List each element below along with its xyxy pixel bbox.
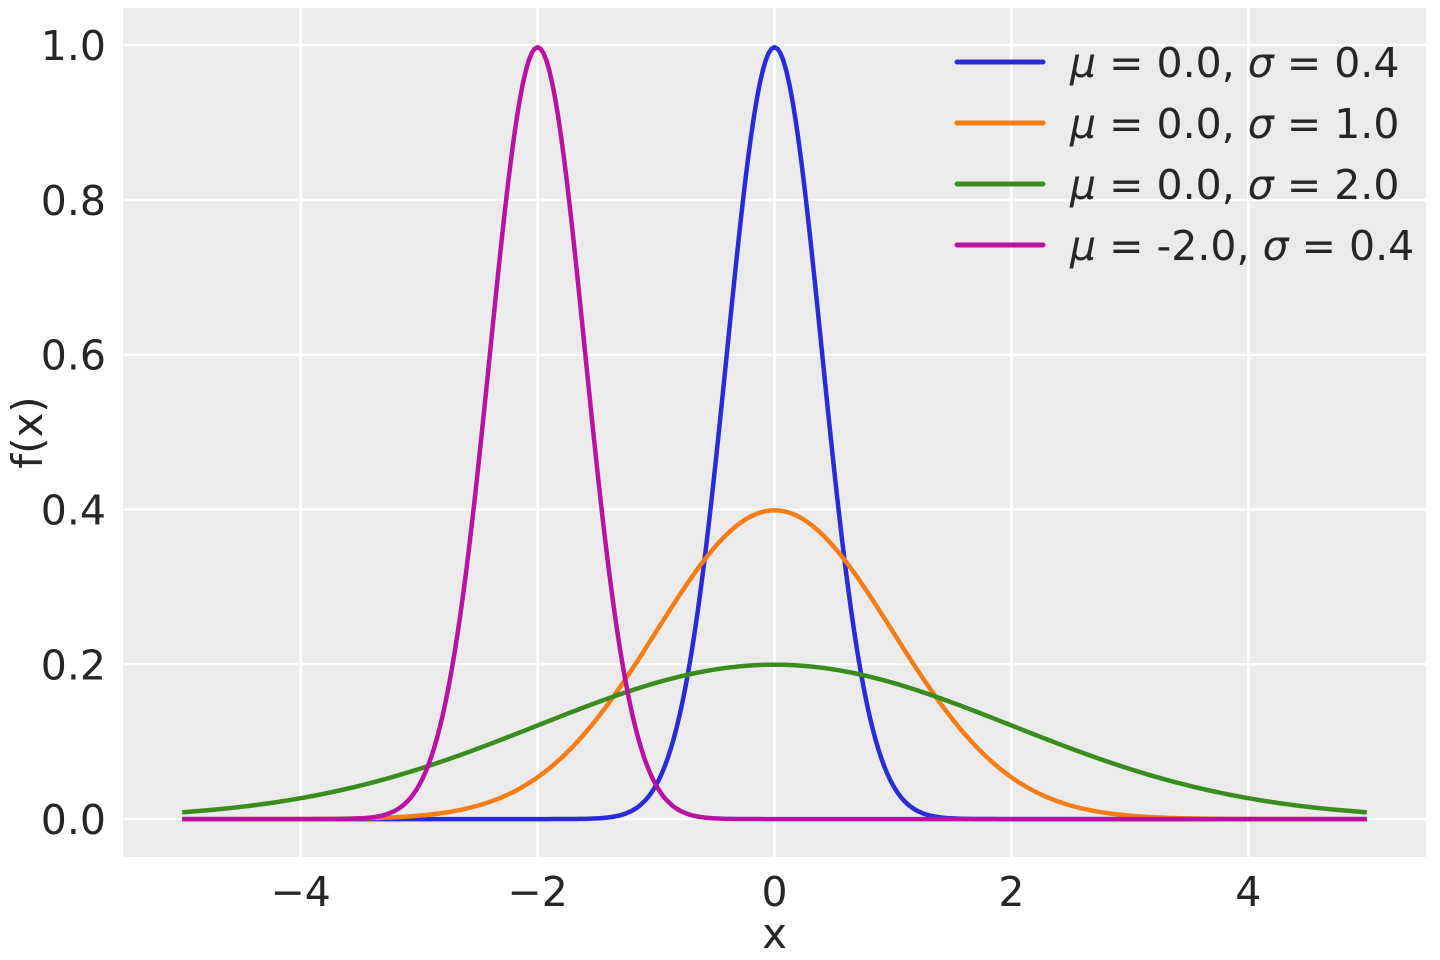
y-tick-label: 0.4 bbox=[41, 487, 106, 535]
legend-label-series-0: μ = 0.0, σ = 0.4 bbox=[1069, 39, 1399, 87]
y-tick-label: 0.8 bbox=[41, 177, 106, 225]
y-tick-label: 0.2 bbox=[41, 641, 106, 689]
y-tick-label: 0.0 bbox=[41, 796, 106, 844]
legend: μ = 0.0, σ = 0.4 μ = 0.0, σ = 1.0 μ = 0.0,… bbox=[954, 39, 1414, 270]
x-tick-label: 2 bbox=[998, 868, 1024, 916]
y-tick-label: 0.6 bbox=[41, 332, 106, 380]
x-tick-label: −2 bbox=[507, 868, 567, 916]
curve-series-2 bbox=[182, 662, 1367, 815]
y-axis-label: f(x) bbox=[3, 396, 52, 468]
x-tick-label: 4 bbox=[1235, 868, 1261, 916]
x-tick-label: 0 bbox=[761, 868, 787, 916]
legend-label-series-1: μ = 0.0, σ = 1.0 bbox=[1069, 100, 1399, 148]
x-axis-label: x bbox=[762, 909, 787, 958]
x-tick-label: −4 bbox=[270, 868, 330, 916]
legend-label-series-2: μ = 0.0, σ = 2.0 bbox=[1069, 161, 1399, 209]
curve-series-3 bbox=[182, 44, 1367, 822]
legend-label-series-3: μ = -2.0, σ = 0.4 bbox=[1069, 222, 1414, 270]
y-tick-label: 1.0 bbox=[41, 22, 106, 70]
